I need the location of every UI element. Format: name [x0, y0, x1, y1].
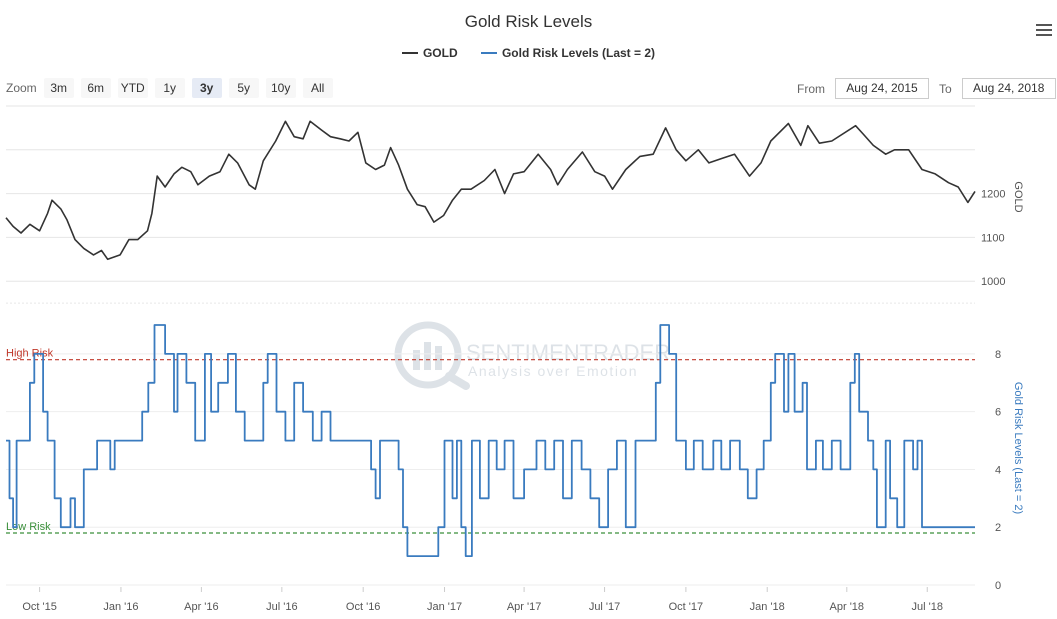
risk-tick-label: 4	[995, 464, 1001, 476]
risk-tick-label: 8	[995, 349, 1001, 361]
zoom-6m-button[interactable]: 6m	[80, 78, 111, 98]
gold-tick-label: 1200	[981, 189, 1005, 201]
x-tick-label: Apr '17	[507, 601, 542, 613]
hamburger-menu-icon[interactable]	[1036, 24, 1052, 38]
from-date-input[interactable]: Aug 24, 2015	[835, 78, 929, 99]
risk-tick-label: 0	[995, 580, 1001, 592]
zoom-3m-button[interactable]: 3m	[43, 78, 74, 98]
risk-tick-label: 2	[995, 522, 1001, 534]
risk-tick-label: 6	[995, 407, 1001, 419]
x-tick-label: Jul '17	[589, 601, 620, 613]
from-label: From	[797, 81, 825, 96]
x-tick-label: Jan '17	[427, 601, 462, 613]
zoom-label: Zoom	[6, 81, 37, 95]
gold-series-line	[5, 120, 976, 261]
zoom-5y-button[interactable]: 5y	[228, 78, 259, 98]
x-tick-label: Jul '16	[266, 601, 297, 613]
watermark-tagline: Analysis over Emotion	[468, 363, 638, 379]
watermark-name: SENTIMENTRADER	[466, 340, 670, 365]
gold-axis-title: GOLD	[1012, 181, 1024, 212]
x-tick-label: Jan '18	[750, 601, 785, 613]
legend-swatch-gold	[401, 52, 418, 54]
watermark-bar-3	[435, 346, 442, 370]
risk-axis-title: Gold Risk Levels (Last = 2)	[1012, 382, 1024, 514]
zoom-10y-button[interactable]: 10y	[265, 78, 296, 98]
x-tick-label: Apr '18	[830, 601, 865, 613]
legend-label-risk: Gold Risk Levels (Last = 2)	[501, 46, 656, 60]
date-range-selector: From Aug 24, 2015 To Aug 24, 2018	[797, 78, 1057, 99]
watermark-bar-1	[413, 350, 420, 370]
watermark-magnifier-handle	[445, 372, 470, 390]
x-axis-ticks: Oct '15 Jan '16 Apr '16 Jul '16 Oct '16 Jan '…	[22, 587, 943, 613]
threshold-label: High Risk	[6, 348, 54, 360]
legend: GOLD Gold Risk Levels (Last = 2)	[0, 43, 1057, 60]
gold-grid	[6, 105, 975, 304]
gold-tick-label: 1000	[981, 276, 1005, 288]
gold-tick-label: 1100	[981, 232, 1005, 244]
to-date-input[interactable]: Aug 24, 2018	[961, 78, 1056, 99]
legend-swatch-risk	[480, 52, 497, 54]
legend-item-risk[interactable]: Gold Risk Levels (Last = 2)	[480, 46, 656, 60]
x-tick-label: Jul '18	[912, 601, 943, 613]
chart-title: Gold Risk Levels	[464, 12, 593, 31]
x-tick-label: Jan '16	[103, 601, 138, 613]
zoom-bar: Zoom 3m 6m YTD 1y 3y 5y 10y All	[6, 78, 340, 98]
legend-label-gold: GOLD	[422, 46, 458, 60]
x-tick-label: Oct '15	[22, 601, 57, 613]
risk-axis-ticks: 0 2 4 6 8	[995, 349, 1001, 592]
zoom-ytd-button[interactable]: YTD	[117, 78, 148, 98]
gold-axis-ticks: 1000 1100 1200	[981, 189, 1005, 289]
series-lines	[5, 120, 976, 557]
watermark: SENTIMENTRADER Analysis over Emotion	[394, 321, 670, 390]
watermark-magnifier-icon	[394, 321, 462, 389]
zoom-all-button[interactable]: All	[302, 78, 333, 98]
risk-series-line	[6, 324, 975, 557]
x-tick-label: Oct '17	[669, 601, 704, 613]
watermark-bar-2	[424, 342, 431, 370]
x-tick-label: Apr '16	[184, 601, 219, 613]
legend-item-gold[interactable]: GOLD	[401, 46, 458, 60]
to-label: To	[939, 81, 952, 96]
zoom-3y-button[interactable]: 3y	[191, 78, 222, 98]
x-tick-label: Oct '16	[346, 601, 381, 613]
zoom-1y-button[interactable]: 1y	[154, 78, 185, 98]
